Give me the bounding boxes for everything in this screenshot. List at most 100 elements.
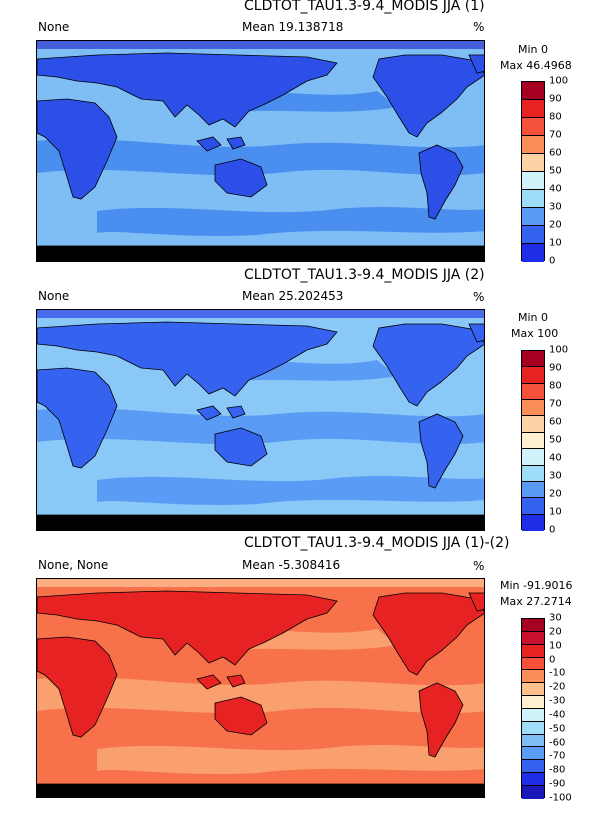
arctic-band xyxy=(37,41,484,49)
colorbar-tick-label: 70 xyxy=(549,398,562,410)
map-svg xyxy=(37,310,484,530)
colorbar-tick-label: 0 xyxy=(549,255,556,267)
continent-outline xyxy=(372,592,484,676)
colorbar-tick-label: -60 xyxy=(549,737,566,749)
colorbar-segment xyxy=(522,244,544,262)
continent-outline xyxy=(37,98,118,200)
colorbar-tick-label: -20 xyxy=(549,681,566,693)
arctic-band xyxy=(37,579,484,587)
continent-outline xyxy=(372,54,484,138)
colorbar-tick-label: 30 xyxy=(549,612,562,624)
colorbar-tick-label: 80 xyxy=(549,380,562,392)
colorbar-tick-label: 10 xyxy=(549,640,562,652)
antarctica-mask xyxy=(37,783,484,797)
colorbar-tick-label: 100 xyxy=(549,75,569,87)
max-label: Max 27.2714 xyxy=(500,595,572,608)
colorbar-segment xyxy=(522,644,544,658)
continent-outline xyxy=(226,405,246,419)
unit-label: % xyxy=(473,20,485,34)
colorbar-tick-label: 40 xyxy=(549,452,562,464)
colorbar-tick-label: 20 xyxy=(549,219,562,231)
colorbar-tick-label: 10 xyxy=(549,237,562,249)
map-svg xyxy=(37,41,484,261)
colorbar-segment xyxy=(522,785,544,799)
colorbar-segment xyxy=(522,708,544,722)
colorbar-tick-label: 60 xyxy=(549,416,562,428)
colorbar-tick-label: 0 xyxy=(549,654,556,666)
continent-outline xyxy=(226,674,246,688)
colorbar-tick-label: 100 xyxy=(549,344,569,356)
colorbar-segment xyxy=(522,172,544,190)
continent-outline xyxy=(37,367,118,469)
left-label: None xyxy=(38,289,70,303)
colorbar-segment xyxy=(522,416,544,433)
colorbar-segment xyxy=(522,773,544,786)
colorbar-segment xyxy=(522,82,544,100)
continent-outline xyxy=(468,54,484,74)
colorbar-tick-label: -40 xyxy=(549,709,566,721)
colorbar-tick-label: 80 xyxy=(549,111,562,123)
colorbar-tick-label: -50 xyxy=(549,723,566,735)
min-label: Min 0 xyxy=(518,311,549,324)
colorbar-tick-label: 90 xyxy=(549,93,562,105)
mean-label: Mean 19.138718 xyxy=(242,20,344,34)
panel-2: CLDTOT_TAU1.3-9.4_MODIS JJA (2) None Mea… xyxy=(0,267,606,540)
mean-label: Mean -5.308416 xyxy=(242,558,341,572)
panel-title: CLDTOT_TAU1.3-9.4_MODIS JJA (1) xyxy=(244,0,485,14)
continent-outline xyxy=(196,674,222,690)
continent-outline xyxy=(468,323,484,343)
colorbar-segment xyxy=(522,136,544,154)
continent-outline xyxy=(214,158,268,198)
colorbar-tick-label: 30 xyxy=(549,470,562,482)
colorbar-segment xyxy=(522,696,544,709)
continent-outline xyxy=(37,321,338,397)
colorbar-segment xyxy=(522,670,544,684)
colorbar-tick-label: 0 xyxy=(549,524,556,536)
unit-label: % xyxy=(473,559,485,573)
colorbar-tick-label: 50 xyxy=(549,165,562,177)
map-panel-3 xyxy=(36,578,485,798)
colorbar-panel-3 xyxy=(521,618,545,799)
field-band xyxy=(37,677,484,714)
continent-outline xyxy=(418,413,464,489)
map-panel-2 xyxy=(36,309,485,531)
panel-1: CLDTOT_TAU1.3-9.4_MODIS JJA (1) None Mea… xyxy=(0,0,606,270)
colorbar-segment xyxy=(522,154,544,172)
colorbar-segment xyxy=(522,683,544,697)
continent-outline xyxy=(37,636,118,738)
continent-outline xyxy=(37,590,338,666)
colorbar-segment xyxy=(522,400,544,417)
max-label: Max 46.4968 xyxy=(500,59,572,72)
panel-title: CLDTOT_TAU1.3-9.4_MODIS JJA (1)-(2) xyxy=(244,535,510,551)
colorbar-tick-label: 50 xyxy=(549,434,562,446)
field-band xyxy=(97,476,484,505)
min-label: Min -91.9016 xyxy=(500,579,573,592)
arctic-band xyxy=(37,310,484,318)
colorbar-tick-label: -70 xyxy=(549,750,566,762)
panel-3: CLDTOT_TAU1.3-9.4_MODIS JJA (1)-(2) None… xyxy=(0,535,606,810)
continent-outline xyxy=(214,427,268,467)
colorbar-tick-label: -30 xyxy=(549,695,566,707)
colorbar-segment xyxy=(522,208,544,226)
colorbar-tick-label: 40 xyxy=(549,183,562,195)
colorbar-segment xyxy=(522,734,544,748)
continent-outline xyxy=(418,144,464,220)
continent-outline xyxy=(226,136,246,150)
colorbar-segment xyxy=(522,465,544,482)
continent-outline xyxy=(418,682,464,758)
colorbar-segment xyxy=(522,100,544,118)
colorbar-segment xyxy=(522,118,544,136)
field-band xyxy=(97,207,484,236)
colorbar-segment xyxy=(522,760,544,774)
colorbar-segment xyxy=(522,190,544,208)
field-band xyxy=(37,408,484,445)
map-svg xyxy=(37,579,484,797)
colorbar-segment xyxy=(522,657,544,671)
min-label: Min 0 xyxy=(518,43,549,56)
colorbar-tick-label: 70 xyxy=(549,129,562,141)
colorbar-segment xyxy=(522,619,544,632)
continent-outline xyxy=(196,136,222,152)
left-label: None xyxy=(38,20,70,34)
colorbar-segment xyxy=(522,721,544,735)
colorbar-tick-label: -100 xyxy=(549,792,572,804)
